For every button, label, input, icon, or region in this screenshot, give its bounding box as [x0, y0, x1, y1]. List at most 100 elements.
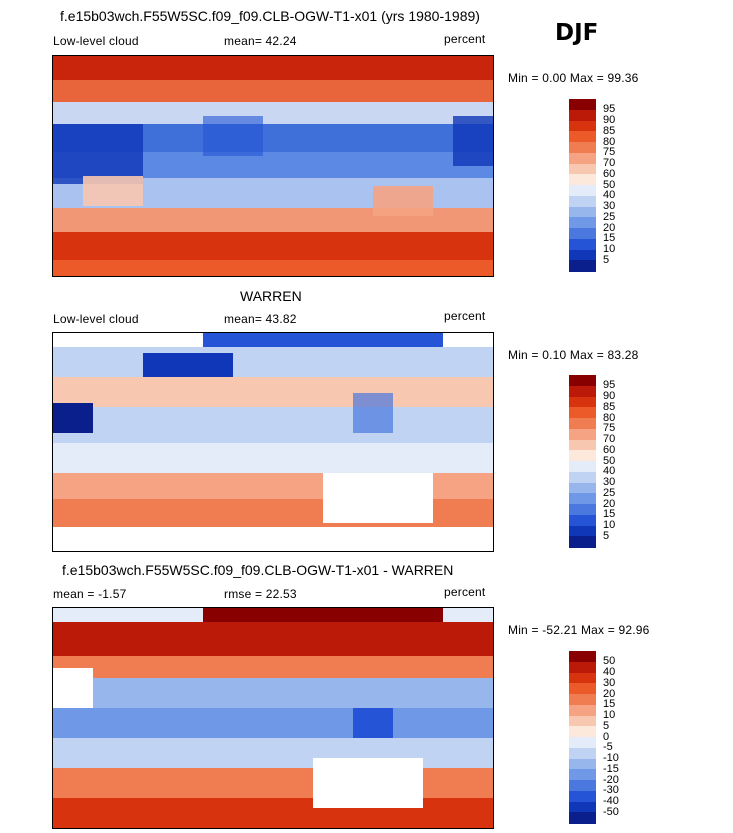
colorbar-tick-label: 50 [603, 454, 616, 467]
colorbar-tick-label: 60 [603, 167, 616, 180]
colorbar-tick-label: 75 [603, 146, 616, 159]
colorbar-tick-label: 85 [603, 400, 616, 413]
colorbar-swatch [569, 185, 596, 197]
colorbar-tick-label: 95 [603, 103, 616, 116]
colorbar-tick-label: 25 [603, 486, 616, 499]
colorbar-tick-label: 25 [603, 210, 616, 223]
colorbar-tick-label: 5 [603, 529, 610, 542]
colorbar-tick-label: -5 [603, 741, 613, 754]
colorbar-swatch [569, 439, 596, 451]
variable-label: Low-level cloud [53, 312, 139, 326]
map-observation [52, 332, 494, 552]
colorbar-tick-label: -15 [603, 762, 619, 775]
colorbar-swatch [569, 769, 596, 781]
colorbar-tick-label: 20 [603, 221, 616, 234]
mean-label: mean= 42.24 [224, 34, 297, 48]
units-label: percent [444, 309, 486, 323]
colorbar-tick-label: 95 [603, 379, 616, 392]
units-label: percent [444, 585, 486, 599]
units-label: percent [444, 32, 486, 46]
colorbar-tick-label: 60 [603, 443, 616, 456]
colorbar-tick-label: 0 [603, 730, 610, 743]
min-max-label: Min = -52.21 Max = 92.96 [508, 623, 650, 637]
colorbar-tick-label: 85 [603, 124, 616, 137]
map-model [52, 55, 494, 277]
colorbar-swatch [569, 450, 596, 462]
colorbar-swatch [569, 758, 596, 770]
colorbar-swatch [569, 514, 596, 526]
colorbar-swatch [569, 651, 596, 663]
panel-title: WARREN [240, 288, 302, 304]
colorbar-swatch [569, 99, 596, 111]
colorbar-swatch [569, 801, 596, 813]
colorbar-tick-label: 80 [603, 411, 616, 424]
colorbar-swatch [569, 715, 596, 727]
colorbar-swatch [569, 726, 596, 738]
colorbar-swatch [569, 428, 596, 440]
panel-title: f.e15b03wch.F55W5SC.f09_f09.CLB-OGW-T1-x… [62, 562, 454, 578]
colorbar-swatch [569, 109, 596, 121]
colorbar-observation: 95 90 85 80 75 70 60 50 40 30 25 20 15 10 5 [569, 375, 639, 548]
colorbar-swatch [569, 471, 596, 483]
colorbar-swatch [569, 493, 596, 505]
colorbar-difference: 50 40 30 20 15 10 5 0 -5 -10 -15 -20 -30 -40 -50 [569, 651, 639, 824]
colorbar-swatch [569, 249, 596, 261]
colorbar-model: 95 90 85 80 75 70 60 50 40 30 25 20 15 10 5 [569, 99, 639, 272]
colorbar-swatch [569, 525, 596, 537]
colorbar-swatch [569, 195, 596, 207]
colorbar-swatch [569, 683, 596, 695]
map-model-field [53, 56, 493, 276]
colorbar-tick-label: 75 [603, 422, 616, 435]
mean-label: mean= 43.82 [224, 312, 297, 326]
colorbar-tick-label: 40 [603, 189, 616, 202]
colorbar-swatch [569, 704, 596, 716]
colorbar-tick-label: 30 [603, 676, 616, 689]
colorbar-swatch [569, 418, 596, 430]
mean-label: mean = -1.57 [53, 587, 127, 601]
colorbar-swatch [569, 536, 596, 548]
map-observation-field [53, 333, 493, 551]
colorbar-swatch [569, 120, 596, 132]
colorbar-tick-label: 40 [603, 465, 616, 478]
colorbar-swatch [569, 238, 596, 250]
colorbar-swatch [569, 206, 596, 218]
colorbar-swatch [569, 661, 596, 673]
colorbar-swatch [569, 260, 596, 272]
colorbar-swatch [569, 385, 596, 397]
rmse-label: rmse = 22.53 [224, 587, 297, 601]
colorbar-swatch [569, 142, 596, 154]
panel-title: f.e15b03wch.F55W5SC.f09_f09.CLB-OGW-T1-x… [60, 8, 480, 24]
colorbar-tick-label: 5 [603, 253, 610, 266]
colorbar-tick-label: 20 [603, 687, 616, 700]
colorbar-swatch [569, 131, 596, 143]
colorbar-swatch [569, 228, 596, 240]
colorbar-swatch [569, 790, 596, 802]
colorbar-tick-label: 15 [603, 232, 616, 245]
colorbar-tick-label: -50 [603, 805, 619, 818]
colorbar-tick-label: 15 [603, 698, 616, 711]
colorbar-swatch [569, 407, 596, 419]
colorbar-tick-label: 30 [603, 200, 616, 212]
colorbar-tick-label: 10 [603, 243, 616, 255]
colorbar-tick-label: 40 [603, 666, 616, 678]
colorbar-swatch [569, 174, 596, 186]
colorbar-tick-label: 10 [603, 519, 616, 531]
colorbar-tick-label: 50 [603, 178, 616, 191]
colorbar-swatch [569, 747, 596, 759]
min-max-label: Min = 0.00 Max = 99.36 [508, 71, 639, 85]
colorbar-swatch [569, 375, 596, 387]
colorbar-tick-label: 10 [603, 709, 616, 721]
colorbar-swatch [569, 694, 596, 706]
colorbar-swatch [569, 217, 596, 229]
colorbar-tick-label: 20 [603, 497, 616, 510]
colorbar-swatch [569, 672, 596, 684]
colorbar-tick-label: -20 [603, 773, 619, 786]
colorbar-swatch [569, 812, 596, 824]
colorbar-swatch [569, 780, 596, 792]
colorbar-tick-label: 90 [603, 390, 616, 402]
colorbar-tick-label: 70 [603, 433, 616, 445]
map-difference-field [53, 608, 493, 828]
colorbar-swatch [569, 504, 596, 516]
colorbar-tick-label: -10 [603, 752, 619, 764]
colorbar-swatch [569, 396, 596, 408]
